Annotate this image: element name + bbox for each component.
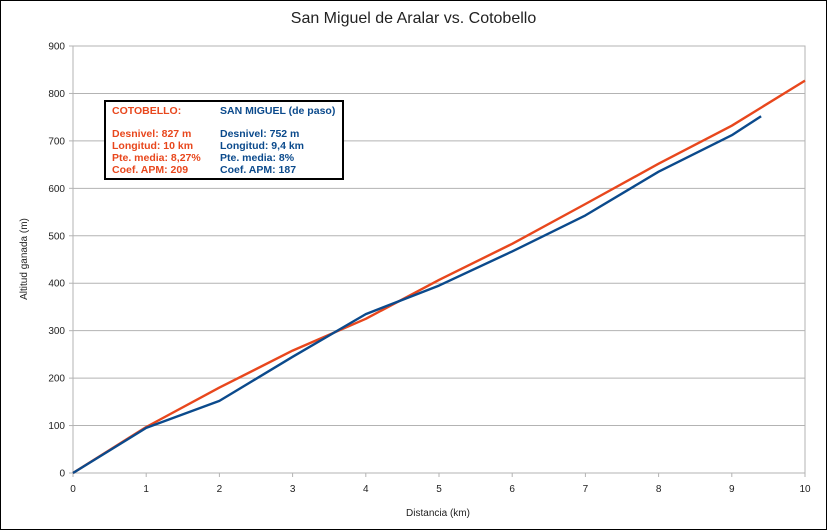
legend-cotobello-coef: Coef. APM: 209 — [112, 164, 189, 176]
y-tick-label: 400 — [48, 279, 65, 290]
legend-san-miguel-desnivel: Desnivel: 752 m — [220, 128, 300, 140]
y-tick-label: 200 — [48, 374, 65, 385]
legend-san-miguel: SAN MIGUEL (de paso) Desnivel: 752 m Lon… — [220, 105, 335, 176]
series-line-cotobello — [72, 79, 806, 475]
y-tick-label: 500 — [48, 231, 65, 242]
legend-cotobello: COTOBELLO: Desnivel: 827 m Longitud: 10 … — [112, 105, 201, 176]
y-tick-label: 0 — [59, 469, 65, 480]
legend-san-miguel-pendiente: Pte. media: 8% — [220, 152, 295, 164]
legend-san-miguel-title: SAN MIGUEL (de paso) — [220, 105, 336, 117]
x-axis-title: Distancia (km) — [406, 508, 470, 519]
x-tick-label: 8 — [656, 484, 662, 495]
legend-san-miguel-longitud: Longitud: 9,4 km — [220, 140, 304, 152]
legend-san-miguel-coef: Coef. APM: 187 — [220, 164, 297, 176]
y-tick-label: 100 — [48, 421, 65, 432]
x-tick-label: 5 — [436, 484, 442, 495]
legend-cotobello-longitud: Longitud: 10 km — [112, 140, 194, 152]
x-tick-label: 9 — [729, 484, 735, 495]
x-tick-label: 6 — [509, 484, 515, 495]
y-tick-label: 700 — [48, 136, 65, 147]
y-tick-label: 300 — [48, 326, 65, 337]
y-tick-label: 800 — [48, 89, 65, 100]
x-tick-label: 1 — [143, 484, 149, 495]
legend-cotobello-title: COTOBELLO: — [112, 105, 182, 117]
series-layer — [72, 79, 806, 475]
y-tick-label: 600 — [48, 184, 65, 195]
x-tick-label: 2 — [217, 484, 223, 495]
tick-label-layer: 0 100 200 300 400 500 600 700 800 900 0 1 2 3 4 5 6 7 8 9 10 — [48, 42, 811, 496]
x-tick-label: 4 — [363, 484, 369, 495]
plot-border — [72, 45, 806, 474]
axis-layer — [69, 45, 806, 477]
grid-layer — [73, 45, 805, 427]
x-tick-label: 10 — [799, 484, 811, 495]
x-tick-label: 3 — [290, 484, 296, 495]
y-axis-title: Altitud ganada (m) — [19, 218, 30, 300]
legend-box: COTOBELLO: Desnivel: 827 m Longitud: 10 … — [104, 100, 344, 180]
legend-cotobello-desnivel: Desnivel: 827 m — [112, 128, 192, 140]
legend-cotobello-pendiente: Pte. media: 8,27% — [112, 152, 201, 164]
y-tick-label: 900 — [48, 42, 65, 53]
chart-title: San Miguel de Aralar vs. Cotobello — [290, 10, 537, 27]
series-line-san-miguel — [72, 115, 762, 475]
x-tick-label: 7 — [583, 484, 589, 495]
x-tick-label: 0 — [70, 484, 76, 495]
